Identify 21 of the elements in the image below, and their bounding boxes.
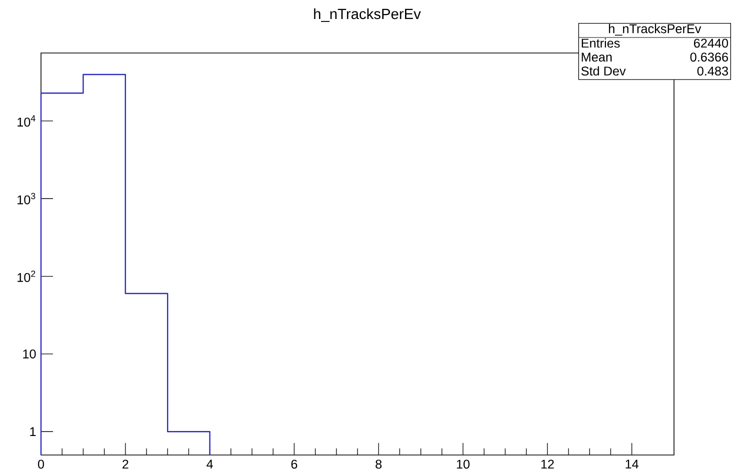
annotation: Mean <box>582 52 612 62</box>
x-tick-label: 2 <box>122 460 128 469</box>
x-tick-label: 14 <box>626 460 638 468</box>
text: 0.483 <box>697 66 728 76</box>
y-tick-label: 10$^{3}$ <box>18 192 36 204</box>
text: 0.6366 <box>690 52 728 62</box>
y-tick-label: 10$^{4}$ <box>18 115 36 127</box>
text: 62440 <box>694 38 728 48</box>
annotation: Std Dev <box>581 66 626 76</box>
text: Entries <box>582 38 620 48</box>
chart-title: h_nTracksPerEv <box>314 8 421 22</box>
x-tick-label: 10 <box>456 460 470 469</box>
text: h_nTracksPerEv <box>608 24 702 36</box>
x-tick-label: 12 <box>541 460 554 469</box>
x-tick-label: 6 <box>291 460 298 469</box>
y-tick-label: 10 <box>23 349 36 358</box>
y-tick-label: 10$^{2}$ <box>18 270 36 282</box>
x-tick-label: 0 <box>38 460 44 469</box>
y-tick-label: 1 <box>30 427 36 436</box>
x-tick-label: 8 <box>376 460 382 469</box>
x-tick-label: 4 <box>206 460 213 468</box>
